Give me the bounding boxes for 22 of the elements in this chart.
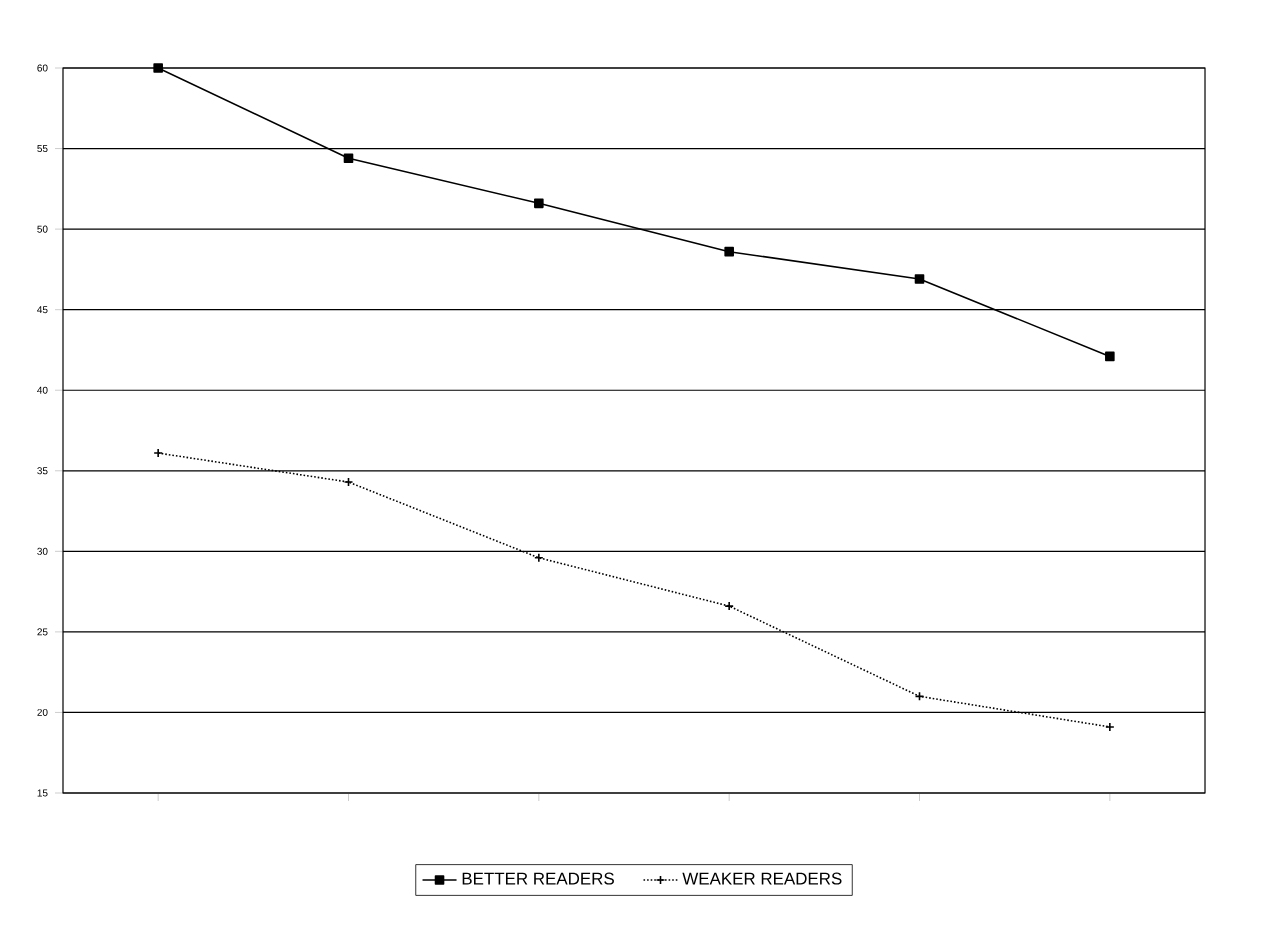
point [534, 198, 544, 209]
y-tick-label: 35 [37, 467, 48, 475]
point [724, 601, 734, 611]
y-tick-label: 60 [37, 64, 48, 72]
point [914, 274, 925, 284]
point [153, 63, 163, 73]
y-tick-label: 25 [37, 628, 48, 636]
y-tick-label: 15 [37, 789, 48, 797]
point [343, 153, 354, 164]
y-tick-label: 40 [37, 386, 48, 394]
point [1105, 351, 1115, 362]
point [153, 448, 163, 458]
y-tick-label: 20 [37, 708, 48, 716]
legend-label: BETTER READERS [462, 872, 614, 885]
point [1105, 722, 1115, 732]
y-tick-label: 50 [37, 225, 48, 233]
y-tick-label: 30 [37, 547, 48, 555]
point [724, 246, 734, 257]
point [534, 552, 544, 563]
y-tick-label: 45 [37, 306, 48, 314]
y-tick-label: 55 [37, 145, 48, 153]
legend-label: WEAKER READERS [682, 872, 842, 885]
